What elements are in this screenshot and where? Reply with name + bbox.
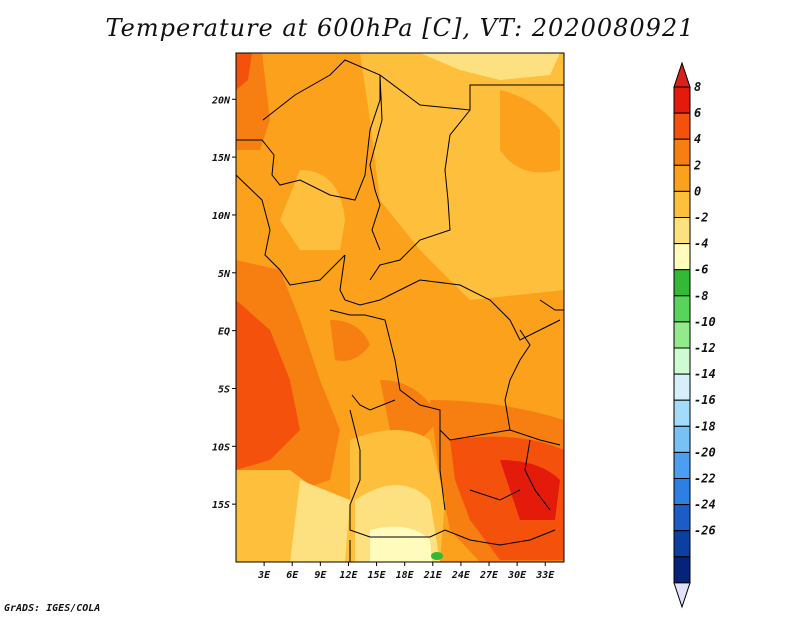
colorbar-label: 8 — [694, 80, 701, 94]
colorbar-segment — [673, 373, 691, 401]
colorbar-label: -26 — [694, 524, 716, 538]
colorbar-label: -24 — [694, 498, 716, 512]
x-tick-label: 12E — [339, 570, 358, 581]
colorbar-label: -20 — [694, 445, 716, 459]
temperature-field — [236, 53, 564, 562]
x-tick-label: 6E — [286, 570, 299, 581]
colorbar-segment — [673, 425, 691, 453]
colorbar-label: -4 — [694, 237, 708, 251]
colorbar-label: -8 — [694, 289, 708, 303]
colorbar-segment — [673, 556, 691, 584]
y-tick-label: 15S — [212, 500, 230, 511]
colorbar-top-arrow — [673, 61, 691, 88]
map-frame — [235, 52, 565, 563]
colorbar-segment — [673, 451, 691, 479]
chart-title: Temperature at 600hPa [C], VT: 202008092… — [105, 14, 695, 42]
colorbar-segment — [673, 347, 691, 375]
y-tick-label: 15N — [212, 153, 231, 164]
colorbar-segment — [673, 112, 691, 140]
x-tick-label: 18E — [396, 570, 415, 581]
longitude-axis: 3E 6E 9E 12E 15E 18E 21E 24E 27E 30E 33E — [257, 562, 555, 581]
x-tick-label: 24E — [451, 570, 471, 581]
country-borders — [236, 59, 564, 562]
latitude-axis: 20N 15N 10N 5N EQ 5S 10S 15S — [211, 95, 236, 511]
colorbar-label: 0 — [694, 184, 701, 198]
colorbar-label: 4 — [694, 132, 701, 146]
y-tick-label: 10S — [212, 442, 230, 453]
colorbar-segment — [673, 321, 691, 349]
colorbar-segment — [673, 269, 691, 297]
colorbar-segment — [673, 530, 691, 558]
colorbar: 8 6 4 2 0 -2 -4 -6 -8 -10 -12 -14 -16 -18 -20 -22 -24 -26 — [673, 61, 716, 609]
colorbar-label: -2 — [694, 211, 708, 225]
colorbar-bottom-arrow — [673, 582, 691, 609]
colorbar-segment — [673, 86, 691, 114]
colorbar-label: -22 — [694, 472, 716, 486]
colorbar-segment — [673, 504, 691, 532]
x-tick-label: 9E — [314, 570, 327, 581]
x-tick-label: 3E — [257, 570, 271, 581]
colorbar-segment — [673, 243, 691, 271]
colorbar-segment — [673, 399, 691, 427]
x-tick-label: 27E — [479, 570, 499, 581]
colorbar-segment — [673, 295, 691, 323]
colorbar-segment — [673, 217, 691, 245]
y-tick-label: EQ — [218, 327, 230, 338]
colorbar-label: -16 — [694, 393, 716, 407]
colorbar-label: -12 — [694, 341, 716, 355]
colorbar-segment — [673, 164, 691, 192]
x-tick-label: 33E — [535, 570, 555, 581]
y-tick-label: 20N — [211, 95, 231, 106]
colorbar-label: 6 — [694, 106, 701, 120]
x-tick-label: 30E — [507, 570, 527, 581]
colorbar-segment — [673, 478, 691, 506]
x-tick-label: 21E — [423, 570, 443, 581]
colorbar-label: -14 — [694, 367, 716, 381]
colorbar-label: 2 — [693, 158, 701, 172]
colorbar-label: -6 — [694, 263, 708, 277]
grads-credit: GrADS: IGES/COLA — [4, 603, 101, 614]
y-tick-label: 10N — [212, 211, 231, 222]
colorbar-segment — [673, 138, 691, 166]
colorbar-segment — [673, 190, 691, 218]
colorbar-label: -10 — [694, 315, 716, 329]
colorbar-label: -18 — [694, 419, 716, 433]
y-tick-label: 5N — [218, 269, 231, 280]
x-tick-label: 15E — [368, 570, 387, 581]
y-tick-label: 5S — [218, 384, 230, 395]
